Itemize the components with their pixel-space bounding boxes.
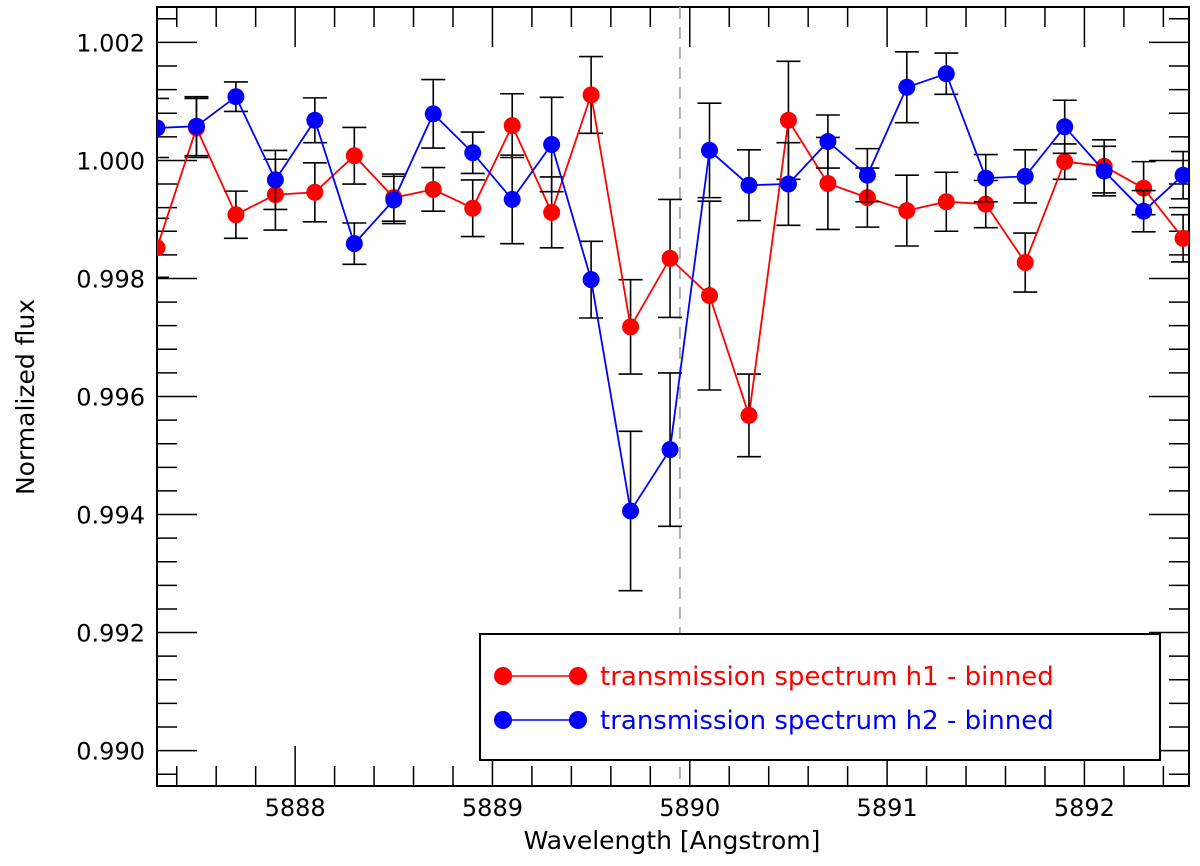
y-tick-label: 0.992: [76, 620, 145, 648]
data-point: [385, 191, 403, 209]
data-point: [543, 203, 561, 221]
data-point: [464, 144, 482, 162]
data-point: [1174, 229, 1189, 247]
data-point: [977, 195, 995, 213]
data-point: [306, 111, 324, 129]
data-point: [345, 147, 363, 165]
data-point: [898, 202, 916, 220]
legend: transmission spectrum h1 - binned transm…: [479, 633, 1161, 761]
data-point: [622, 318, 640, 336]
data-point: [503, 117, 521, 135]
y-tick-label: 1.002: [76, 29, 145, 57]
data-point: [622, 502, 640, 520]
data-point: [701, 141, 719, 159]
data-point: [1056, 118, 1074, 136]
x-axis-tick-labels: 5888 5889 5890 5891 5892: [265, 794, 1115, 822]
data-point: [701, 287, 719, 305]
legend-label-h1: transmission spectrum h1 - binned: [600, 662, 1054, 692]
legend-marker-h2-right: [569, 711, 587, 729]
data-point: [1095, 162, 1113, 180]
series-2: [157, 51, 1189, 592]
data-point: [543, 136, 561, 154]
data-point: [977, 169, 995, 187]
data-point: [424, 180, 442, 198]
data-point: [937, 193, 955, 211]
y-axis-title: Normalized flux: [11, 299, 40, 495]
data-point: [661, 249, 679, 267]
data-point: [266, 171, 284, 189]
data-point: [157, 119, 166, 137]
data-point: [1056, 153, 1074, 171]
data-point: [1016, 167, 1034, 185]
x-tick-label: 5891: [857, 794, 918, 822]
data-point: [740, 406, 758, 424]
data-point: [1174, 166, 1189, 184]
y-tick-label: 0.994: [76, 502, 145, 530]
data-point: [1135, 202, 1153, 220]
data-point: [819, 174, 837, 192]
legend-box: [479, 633, 1161, 761]
x-tick-label: 5892: [1054, 794, 1115, 822]
data-point: [661, 441, 679, 459]
plot-area: [157, 51, 1189, 592]
data-point: [1016, 254, 1034, 272]
x-tick-label: 5890: [659, 794, 720, 822]
legend-label-h2: transmission spectrum h2 - binned: [600, 706, 1054, 736]
data-point: [227, 206, 245, 224]
legend-marker-h1-left: [494, 667, 512, 685]
legend-marker-h1-right: [569, 667, 587, 685]
data-point: [306, 183, 324, 201]
data-point: [187, 117, 205, 135]
x-axis-title: Wavelength [Angstrom]: [524, 826, 821, 855]
data-point: [898, 78, 916, 96]
data-point: [464, 199, 482, 217]
data-point: [424, 105, 442, 123]
data-point: [779, 175, 797, 193]
data-point: [937, 65, 955, 83]
data-point: [345, 235, 363, 253]
data-point: [819, 133, 837, 151]
y-tick-label: 0.998: [76, 265, 145, 293]
data-point: [582, 86, 600, 104]
data-point: [227, 88, 245, 106]
x-tick-label: 5889: [462, 794, 523, 822]
data-point: [740, 176, 758, 194]
y-tick-label: 0.990: [76, 738, 145, 766]
data-point: [503, 190, 521, 208]
legend-marker-h2-left: [494, 711, 512, 729]
data-point: [157, 239, 166, 257]
axis-ticks: [157, 7, 1189, 786]
x-tick-label: 5888: [265, 794, 326, 822]
data-point: [582, 271, 600, 289]
series-1: [157, 55, 1189, 458]
y-tick-label: 1.000: [76, 147, 145, 175]
y-tick-label: 0.996: [76, 384, 145, 412]
data-point: [858, 166, 876, 184]
data-point: [779, 111, 797, 129]
y-axis-tick-labels: 0.990 0.992 0.994 0.996 0.998 1.000 1.002: [76, 29, 145, 765]
data-point: [1135, 179, 1153, 197]
